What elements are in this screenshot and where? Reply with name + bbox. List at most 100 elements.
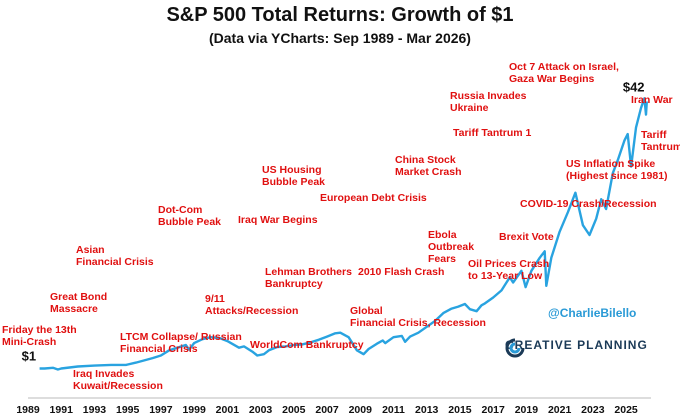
annotation-label: European Debt Crisis — [320, 192, 427, 204]
annotation-line: Kuwait/Recession — [73, 380, 163, 392]
annotation-line: Market Crash — [395, 166, 462, 178]
x-tick-label: 2019 — [515, 404, 539, 416]
annotation-line: Massacre — [50, 303, 98, 315]
x-tick-label: 1997 — [149, 404, 173, 416]
x-tick-label: 2015 — [448, 404, 472, 416]
annotation-line: Tariff Tantrum 1 — [453, 127, 532, 139]
annotation-line: Financial Crisis — [76, 256, 154, 268]
annotation-line: Iran War — [631, 94, 673, 106]
series-group — [39, 97, 648, 371]
annotation-line: Bubble Peak — [158, 216, 221, 228]
annotation-line: Iraq War Begins — [238, 214, 318, 226]
annotation-line: Mini-Crash — [2, 336, 56, 348]
annotation-label: Asian Financial Crisis — [76, 244, 154, 268]
x-tick-label: 2025 — [614, 404, 638, 416]
annotation-line: Iraq Invades — [73, 368, 134, 380]
annotation-label: LTCM Collapse/ Russian Financial Crisis — [120, 331, 242, 355]
x-tick-label: 2001 — [216, 404, 240, 416]
annotation-label: Friday the 13th Mini-Crash — [2, 324, 77, 348]
annotation-line: Asian — [76, 244, 105, 256]
annotation-line: Bankruptcy — [265, 278, 323, 290]
annotation-label: US Housing Bubble Peak — [262, 164, 325, 188]
annotation-line: Brexit Vote — [499, 231, 554, 243]
annotation-line: Fears — [428, 253, 456, 265]
annotation-line: (Highest since 1981) — [566, 170, 668, 182]
chart-subtitle: (Data via YCharts: Sep 1989 - Mar 2026) — [209, 30, 471, 46]
annotation-label: Brexit Vote — [499, 231, 554, 243]
x-tick-label: 2009 — [349, 404, 373, 416]
annotation-label: COVID-19 Crash/Recession — [520, 198, 657, 210]
x-tick-label: 2003 — [249, 404, 273, 416]
x-tick-label: 2023 — [581, 404, 605, 416]
start-value-label: $1 — [22, 348, 36, 363]
annotation-line: Financial Crisis, Recession — [350, 317, 486, 329]
annotation-line: Tantrum 2 — [641, 141, 680, 153]
annotation-line: US Inflation Spike — [566, 158, 655, 170]
annotation-label: Dot-Com Bubble Peak — [158, 204, 221, 228]
brand-name: CREATIVE PLANNING — [505, 338, 648, 352]
x-tick-label: 2005 — [282, 404, 306, 416]
annotation-label: Global Financial Crisis, Recession — [350, 305, 486, 329]
annotation-line: Outbreak — [428, 241, 474, 253]
annotation-line: COVID-19 Crash/Recession — [520, 198, 657, 210]
annotation-line: Bubble Peak — [262, 176, 325, 188]
x-tick-label: 1995 — [116, 404, 140, 416]
annotation-label: WorldCom Bankruptcy — [250, 339, 364, 351]
annotation-label: Russia Invades Ukraine — [450, 90, 527, 114]
annotation-line: LTCM Collapse/ Russian — [120, 331, 242, 343]
annotation-line: Ukraine — [450, 102, 489, 114]
annotation-label: Oct 7 Attack on Israel, Gaza War Begins — [509, 61, 619, 85]
annotation-line: Russia Invades — [450, 90, 527, 102]
series-line — [39, 97, 648, 371]
x-tick-label: 1993 — [83, 404, 107, 416]
x-tick-label: 1989 — [16, 404, 40, 416]
annotation-label: Oil Prices Crash to 13-Year Low — [468, 258, 549, 282]
x-tick-label: 2013 — [415, 404, 439, 416]
annotation-line: China Stock — [395, 154, 456, 166]
annotation-line: Ebola — [428, 229, 457, 241]
annotation-line: US Housing — [262, 164, 322, 176]
annotation-label: Iran War — [631, 94, 673, 106]
annotation-line: Attacks/Recession — [205, 305, 298, 317]
annotation-line: Dot-Com — [158, 204, 202, 216]
annotation-line: Financial Crisis — [120, 343, 198, 355]
annotation-label: Tariff Tantrum 1 — [453, 127, 532, 139]
annotation-line: Great Bond — [50, 291, 107, 303]
annotation-label: 2010 Flash Crash — [358, 266, 444, 278]
annotation-line: Friday the 13th — [2, 324, 77, 336]
annotation-line: Tariff — [641, 129, 667, 141]
annotation-line: Oil Prices Crash — [468, 258, 549, 270]
creative-planning-logo-icon — [505, 338, 525, 358]
annotation-label: US Inflation Spike (Highest since 1981) — [566, 158, 668, 182]
annotation-line: 2010 Flash Crash — [358, 266, 444, 278]
annotation-label: Great Bond Massacre — [50, 291, 107, 315]
annotation-label: Lehman Brothers Bankruptcy — [265, 266, 352, 290]
annotation-label: Iraq War Begins — [238, 214, 318, 226]
annotation-label: Iraq Invades Kuwait/Recession — [73, 368, 163, 392]
annotation-line: to 13-Year Low — [468, 270, 543, 282]
x-tick-label: 2011 — [382, 404, 405, 416]
annotation-line: Oct 7 Attack on Israel, — [509, 61, 619, 73]
x-tick-label: 2007 — [315, 404, 339, 416]
x-tick-label: 2017 — [481, 404, 505, 416]
brand-logo: CREATIVE PLANNING — [505, 338, 648, 358]
annotation-line: WorldCom Bankruptcy — [250, 339, 364, 351]
annotations: Friday the 13th Mini-Crash Iraq Invades Kuw… — [2, 61, 680, 392]
x-axis: 1989 1991 1993 1995 1997 1999 2001 2003 2005 2007… — [16, 397, 651, 416]
x-tick-label: 1991 — [50, 404, 74, 416]
annotation-label: Ebola Outbreak Fears — [428, 229, 474, 265]
end-value-label: $42 — [623, 80, 645, 95]
annotation-line: European Debt Crisis — [320, 192, 427, 204]
annotation-line: Lehman Brothers — [265, 266, 352, 278]
annotation-line: 9/11 — [205, 293, 225, 305]
chart-title: S&P 500 Total Returns: Growth of $1 — [166, 4, 514, 26]
x-tick-label: 2021 — [548, 404, 572, 416]
annotation-label: China Stock Market Crash — [395, 154, 462, 178]
annotation-label: 9/11 Attacks/Recession — [205, 293, 298, 317]
author-handle: @CharlieBilello — [548, 306, 637, 320]
annotation-line: Global — [350, 305, 383, 317]
annotation-line: Gaza War Begins — [509, 73, 595, 85]
